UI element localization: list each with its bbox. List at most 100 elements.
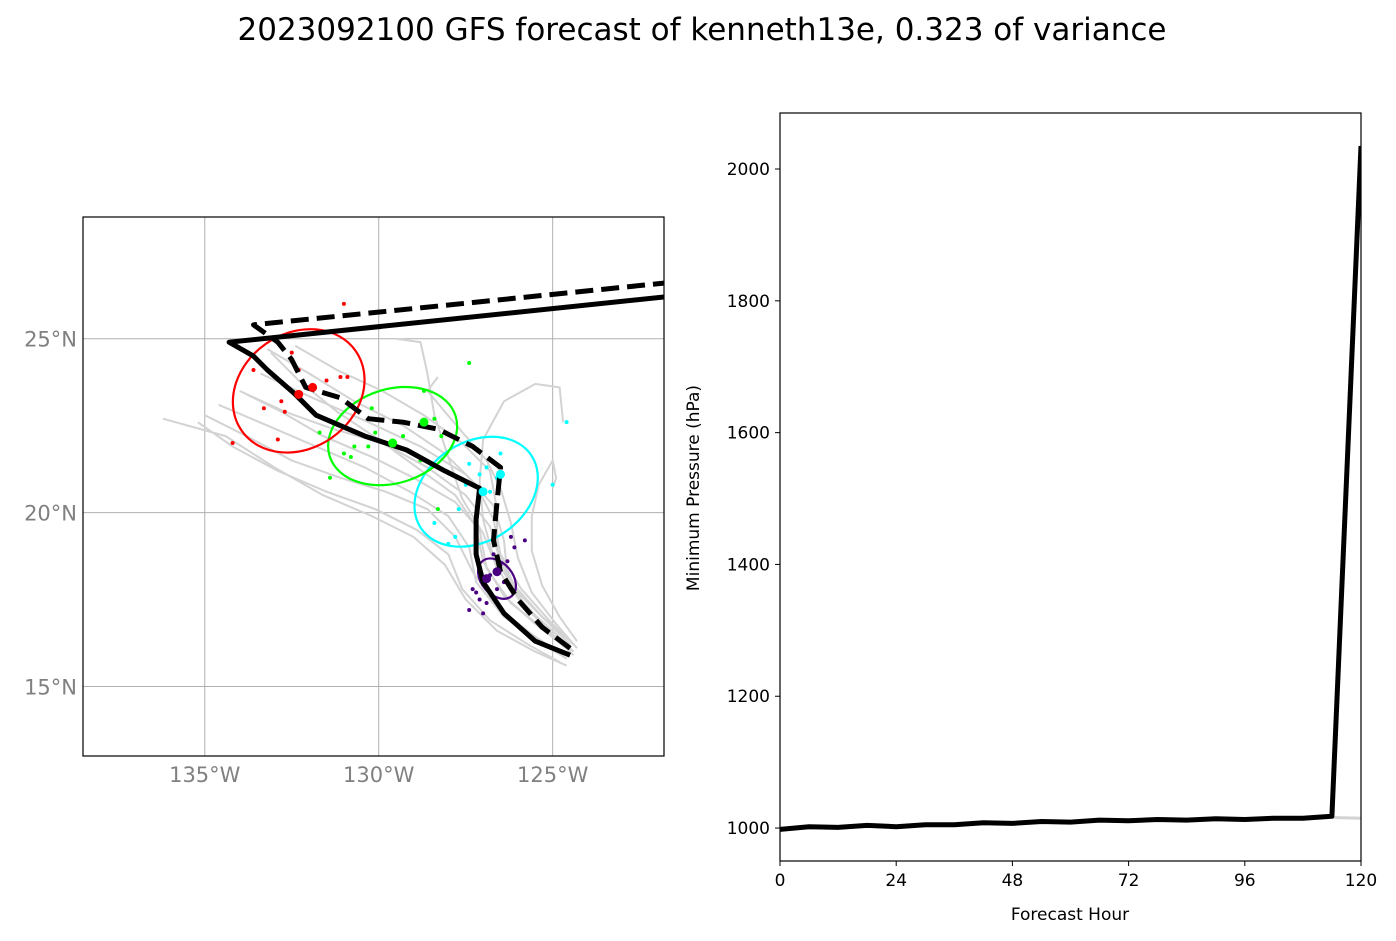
y-tick-label: 1200 (727, 687, 770, 707)
x-tick-label: 48 (1002, 871, 1024, 891)
pressure-plot: 0 24 48 72 96 120 1000 1200 1400 1600 1800 2000 For… (684, 112, 1377, 925)
member-position-point (275, 437, 280, 442)
hour-96-center-point (294, 389, 304, 399)
y-tick-label: 1600 (727, 424, 770, 444)
member-position-point (498, 451, 503, 456)
map-tick-labels: 135°W 130°W 125°W 15°N 20°N 25°N (24, 328, 589, 787)
member-position-point (401, 434, 406, 439)
map-frame (82, 216, 665, 757)
member-position-point (467, 461, 472, 466)
member-position-point (432, 521, 437, 526)
member-position-point (324, 378, 329, 383)
ensemble-track-line (259, 372, 575, 656)
map-background (83, 217, 664, 756)
member-position-point (317, 430, 322, 435)
hour-24-center-point (482, 574, 492, 584)
member-position-point (508, 534, 513, 539)
x-tick-label: 0 (775, 871, 786, 891)
member-position-point (345, 374, 350, 379)
member-position-point (289, 350, 294, 355)
pressure-frame (779, 112, 1362, 862)
member-position-point (484, 600, 489, 605)
pressure-ensemble-line (1331, 816, 1361, 820)
member-position-point (432, 416, 437, 421)
figure-title: 2023092100 GFS forecast of kenneth13e, 0… (238, 12, 1167, 48)
member-position-point (439, 434, 444, 439)
member-position-point (481, 611, 486, 616)
ensemble-track-line (197, 421, 561, 663)
y-tick-label: 1800 (727, 292, 770, 312)
member-position-point (341, 451, 346, 456)
x-axis-label: Forecast Hour (1011, 905, 1129, 925)
member-position-point (366, 444, 371, 449)
member-position-point (474, 590, 479, 595)
hour-72-ellipse (327, 385, 459, 487)
ensemble-track-line (270, 351, 568, 649)
member-position-point (373, 430, 378, 435)
member-position-point (470, 587, 475, 592)
member-position-point (512, 545, 517, 550)
lat-tick-label: 25°N (24, 328, 77, 352)
pressure-mean-line (780, 145, 1361, 832)
member-position-point (251, 368, 256, 373)
member-position-point (495, 587, 500, 592)
track-map: 135°W 130°W 125°W 15°N 20°N 25°N (24, 216, 665, 787)
member-position-point (279, 399, 284, 404)
member-position-point (230, 441, 235, 446)
lon-tick-label: 125°W (517, 763, 589, 787)
lat-tick-label: 20°N (24, 502, 77, 526)
member-position-point (488, 489, 493, 494)
map-content (162, 280, 664, 667)
hour-96-center-point (308, 382, 318, 392)
pressure-lines (780, 145, 1361, 832)
hour-24-center-point (492, 567, 502, 577)
lon-tick-label: 130°W (343, 763, 415, 787)
cluster-centers (294, 382, 505, 584)
lat-tick-label: 15°N (24, 675, 77, 699)
x-tick-label: 24 (885, 871, 907, 891)
y-axis-label: Minimum Pressure (hPa) (684, 385, 704, 591)
member-position-point (564, 420, 569, 425)
hour-48-center-point (495, 469, 505, 479)
member-position-point (348, 454, 353, 459)
ensemble-track-line (530, 457, 578, 642)
pressure-ticks: 0 24 48 72 96 120 1000 1200 1400 1600 1800 2000 (727, 160, 1377, 891)
member-position-point (341, 301, 346, 306)
member-position-point (435, 507, 440, 512)
x-tick-label: 120 (1345, 871, 1377, 891)
member-position-point (453, 534, 458, 539)
member-position-point (505, 559, 510, 564)
member-position-point (369, 406, 374, 411)
ensemble-track-line (162, 417, 568, 667)
member-position-point (338, 374, 343, 379)
pressure-background (780, 113, 1361, 861)
hour-72-center-point (419, 417, 429, 427)
member-position-point (522, 538, 527, 543)
hour-96-ellipse (231, 328, 366, 454)
hour-48-center-point (478, 487, 488, 497)
member-position-point (477, 597, 482, 602)
mean-track-dashed (251, 280, 664, 651)
member-position-point (282, 409, 287, 414)
member-position-point (467, 607, 472, 612)
hour-72-center-point (388, 438, 398, 448)
member-position-point (456, 507, 461, 512)
cluster-points (230, 301, 569, 616)
mean-tracks (226, 280, 664, 658)
mean-track-solid (226, 294, 664, 658)
member-position-point (261, 406, 266, 411)
lon-tick-label: 135°W (169, 763, 241, 787)
member-position-point (484, 465, 489, 470)
member-position-point (328, 475, 333, 480)
member-position-point (352, 444, 357, 449)
x-tick-label: 96 (1234, 871, 1256, 891)
member-position-point (467, 361, 472, 366)
member-position-point (550, 482, 555, 487)
ensemble-track-line (294, 344, 571, 642)
ensemble-track-line (478, 382, 571, 646)
y-tick-label: 2000 (727, 160, 770, 180)
x-tick-label: 72 (1118, 871, 1140, 891)
y-tick-label: 1000 (727, 819, 770, 839)
y-tick-label: 1400 (727, 555, 770, 575)
